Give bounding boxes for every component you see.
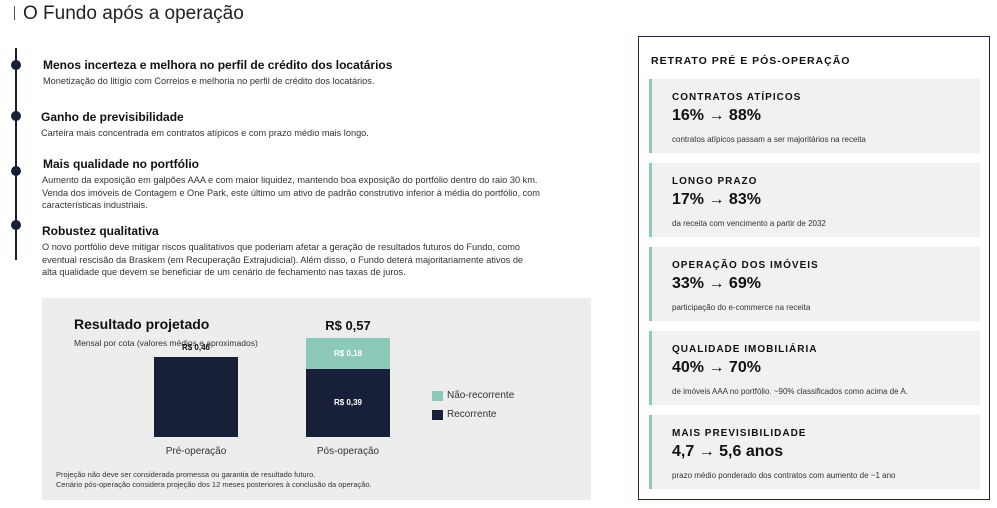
card-description: da receita com vencimento a partir de 20… — [672, 219, 826, 228]
legend-swatch — [432, 390, 443, 401]
card-description: de imóveis AAA no portfólio. ~90% classi… — [672, 387, 908, 396]
card-label: MAIS PREVISIBILIDADE — [672, 428, 807, 439]
title-marker — [14, 6, 15, 20]
legend-item-recurring: Recorrente — [432, 409, 496, 420]
timeline-text: Aumento da exposição em galpões AAA e co… — [42, 174, 540, 212]
text-line: eventual rescisão da Braskem (em Recuper… — [42, 254, 524, 265]
timeline — [11, 48, 21, 260]
result-disclaimer: Projeção não deve ser considerada promes… — [56, 470, 372, 490]
card-accent — [649, 247, 652, 321]
bar-data-label: R$ 0,46 — [181, 343, 211, 352]
text-line: alta qualidade que devem se beneficiar d… — [42, 267, 406, 277]
text-line: Aumento da exposição em galpões AAA e co… — [42, 175, 538, 185]
timeline-heading: Mais qualidade no portfólio — [43, 157, 199, 171]
panel-title: RETRATO PRÉ E PÓS-OPERAÇÃO — [651, 55, 851, 67]
card-label: CONTRATOS ATÍPICOS — [672, 92, 802, 103]
card-property-operation: OPERAÇÃO DOS IMÓVEIS 33% → 69% participa… — [649, 247, 980, 321]
text-line: Carteira mais concentrada em contratos a… — [41, 128, 369, 138]
legend-label: Não-recorrente — [447, 390, 515, 401]
card-accent — [649, 79, 652, 153]
card-value: 4,7 → 5,6 anos — [672, 443, 784, 460]
text-line: Venda dos imóveis de Contagem e One Park… — [42, 187, 540, 198]
bar-data-label: R$ 0,39 — [333, 398, 363, 407]
legend-swatch — [432, 409, 443, 420]
legend-label: Recorrente — [447, 409, 497, 420]
card-atypical-contracts: CONTRATOS ATÍPICOS 16% → 88% contratos a… — [649, 79, 980, 153]
timeline-dot — [11, 166, 21, 176]
timeline-line — [15, 48, 17, 260]
timeline-dot — [11, 60, 21, 70]
card-label: LONGO PRAZO — [672, 176, 758, 187]
timeline-heading: Robustez qualitativa — [42, 224, 159, 238]
projected-result-box: Resultado projetado Mensal por cota (val… — [42, 298, 591, 500]
card-description: participação do e-commerce na receita — [672, 303, 811, 312]
result-title: Resultado projetado — [74, 316, 210, 332]
bar-recurring — [154, 357, 238, 437]
card-accent — [649, 163, 652, 237]
category-label: Pré-operação — [165, 446, 227, 457]
pre-post-panel: RETRATO PRÉ E PÓS-OPERAÇÃO CONTRATOS ATÍ… — [638, 36, 990, 500]
timeline-item-predictability: Ganho de previsibilidade Carteira mais c… — [41, 110, 369, 140]
card-value: 17% → 83% — [672, 191, 761, 208]
text-line: características industriais. — [42, 200, 148, 210]
timeline-dot — [11, 220, 21, 230]
card-description: prazo médio ponderado dos contratos com … — [672, 471, 896, 480]
card-value: 33% → 69% — [672, 275, 761, 292]
bar-total-label: R$ 0,57 — [325, 318, 371, 333]
card-property-quality: QUALIDADE IMOBILIÁRIA 40% → 70% de imóve… — [649, 331, 980, 405]
bar-non-recurring — [306, 338, 390, 369]
timeline-item-quality: Mais qualidade no portfólio Aumento da e… — [42, 157, 540, 212]
text-line: O novo portfólio deve mitigar riscos qua… — [42, 242, 521, 252]
category-label: Pós-operação — [316, 446, 380, 457]
page-title: O Fundo após a operação — [14, 3, 244, 25]
bar-recurring — [306, 369, 390, 437]
page-title-text: O Fundo após a operação — [23, 3, 244, 24]
legend-item-non-recurring: Não-recorrente — [432, 390, 514, 401]
result-subtitle: Mensal por cota (valores médios e aproxi… — [74, 338, 258, 348]
timeline-text: Monetização do litígio com Correios e me… — [43, 75, 392, 88]
timeline-heading: Ganho de previsibilidade — [41, 110, 184, 124]
bar-data-label: R$ 0,18 — [333, 348, 363, 358]
card-value: 16% → 88% — [672, 107, 761, 124]
text-line: Monetização do litígio com Correios e me… — [43, 76, 375, 86]
card-accent — [649, 331, 652, 405]
card-value: 40% → 70% — [672, 359, 761, 376]
timeline-text: O novo portfólio deve mitigar riscos qua… — [42, 241, 523, 279]
timeline-text: Carteira mais concentrada em contratos a… — [41, 127, 369, 140]
timeline-item-credit: Menos incerteza e melhora no perfil de c… — [43, 58, 392, 88]
card-accent — [649, 415, 652, 489]
card-long-term: LONGO PRAZO 17% → 83% da receita com ven… — [649, 163, 980, 237]
disclaimer-line: Cenário pós-operação considera projeção … — [56, 480, 372, 489]
card-description: contratos atípicos passam a ser majoritá… — [672, 135, 866, 144]
disclaimer-line: Projeção não deve ser considerada promes… — [56, 470, 316, 479]
timeline-dot — [11, 111, 21, 121]
card-predictability: MAIS PREVISIBILIDADE 4,7 → 5,6 anos praz… — [649, 415, 980, 489]
timeline-item-robustness: Robustez qualitativa O novo portfólio de… — [42, 224, 523, 279]
timeline-heading: Menos incerteza e melhora no perfil de c… — [43, 58, 393, 72]
card-label: QUALIDADE IMOBILIÁRIA — [672, 344, 818, 355]
card-label: OPERAÇÃO DOS IMÓVEIS — [672, 260, 819, 271]
